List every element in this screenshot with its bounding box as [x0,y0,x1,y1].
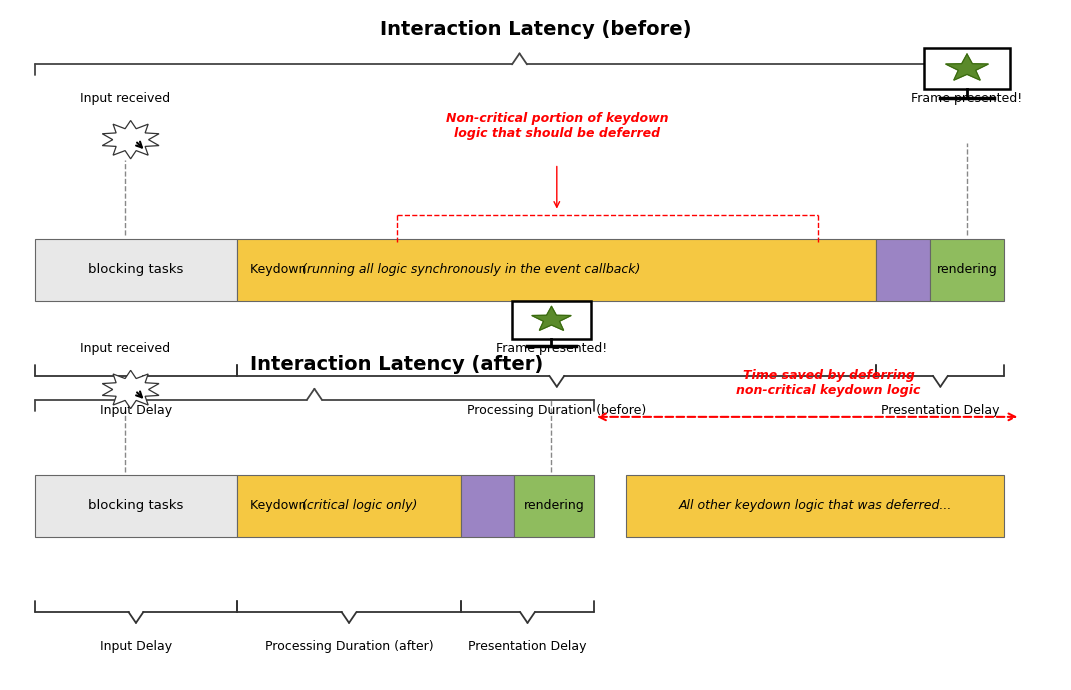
Text: Time saved by deferring
non-critical keydown logic: Time saved by deferring non-critical key… [736,368,921,397]
Text: Presentation Delay: Presentation Delay [881,404,999,417]
Text: Non-critical portion of keydown
logic that should be deferred: Non-critical portion of keydown logic th… [446,112,668,140]
Text: Keydown: Keydown [250,500,311,513]
Text: (critical logic only): (critical logic only) [302,500,418,513]
Text: Processing Duration (before): Processing Duration (before) [467,404,647,417]
FancyBboxPatch shape [924,48,1010,89]
Text: Input received: Input received [80,92,170,106]
Text: (running all logic synchronously in the event callback): (running all logic synchronously in the … [302,263,640,276]
Polygon shape [102,121,159,159]
Text: Interaction Latency (after): Interaction Latency (after) [251,355,544,374]
Text: Processing Duration (after): Processing Duration (after) [265,640,434,653]
Text: blocking tasks: blocking tasks [88,500,183,513]
FancyBboxPatch shape [512,301,591,339]
Text: rendering: rendering [524,500,585,513]
FancyBboxPatch shape [461,475,514,537]
Polygon shape [946,54,989,80]
Text: Input received: Input received [80,342,170,355]
FancyBboxPatch shape [237,239,876,301]
FancyBboxPatch shape [876,239,930,301]
Text: Frame presented!: Frame presented! [911,92,1023,106]
Text: blocking tasks: blocking tasks [88,263,183,276]
Text: All other keydown logic that was deferred...: All other keydown logic that was deferre… [679,500,952,513]
Text: Presentation Delay: Presentation Delay [468,640,587,653]
Text: Interaction Latency (before): Interaction Latency (before) [380,20,691,39]
Polygon shape [102,371,159,408]
FancyBboxPatch shape [34,475,237,537]
FancyBboxPatch shape [627,475,1005,537]
FancyBboxPatch shape [34,239,237,301]
Polygon shape [532,306,571,331]
Text: Frame presented!: Frame presented! [496,342,607,355]
Text: Input Delay: Input Delay [100,404,172,417]
FancyBboxPatch shape [514,475,594,537]
Text: Input Delay: Input Delay [100,640,172,653]
Text: Keydown: Keydown [250,263,311,276]
FancyBboxPatch shape [930,239,1005,301]
FancyBboxPatch shape [237,475,461,537]
Text: rendering: rendering [937,263,997,276]
